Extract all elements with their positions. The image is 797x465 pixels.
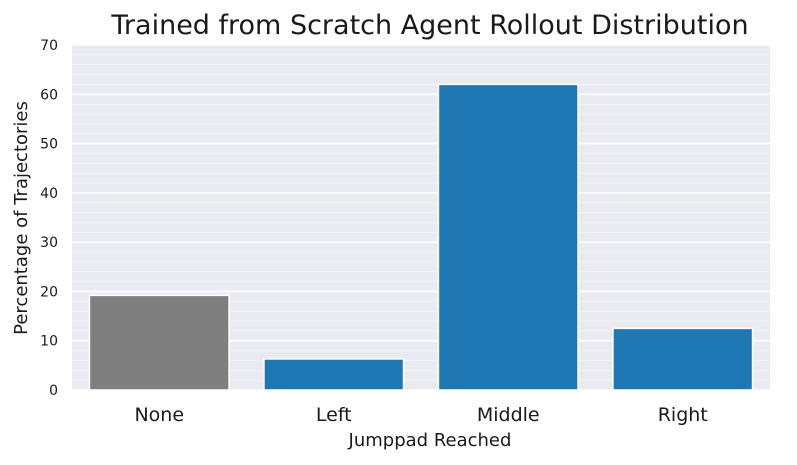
y-tick-label: 50 [40,137,58,153]
bar-left [263,358,405,391]
x-axis-ticks: None Left Middle Right [134,404,707,426]
y-tick-label: 10 [40,334,58,350]
y-tick-label: 70 [40,38,58,54]
chart-title: Trained from Scratch Agent Rollout Distr… [110,10,748,41]
bars [88,83,754,391]
bar-middle [437,83,579,391]
y-axis-ticks: 0 10 20 30 40 50 60 70 [40,38,58,399]
x-tick-label: Middle [477,404,540,426]
x-tick-label: None [134,404,184,426]
y-tick-label: 20 [40,284,58,300]
x-tick-label: Left [316,404,352,426]
x-tick-label: Right [658,404,708,426]
x-axis-label: Jumppad Reached [348,430,512,451]
bar-none [88,294,230,391]
y-tick-label: 0 [49,383,58,399]
y-tick-label: 40 [40,186,58,202]
y-tick-label: 60 [40,87,58,103]
y-axis-label: Percentage of Trajectories [11,101,32,335]
y-tick-label: 30 [40,235,58,251]
bar-right [612,327,754,391]
